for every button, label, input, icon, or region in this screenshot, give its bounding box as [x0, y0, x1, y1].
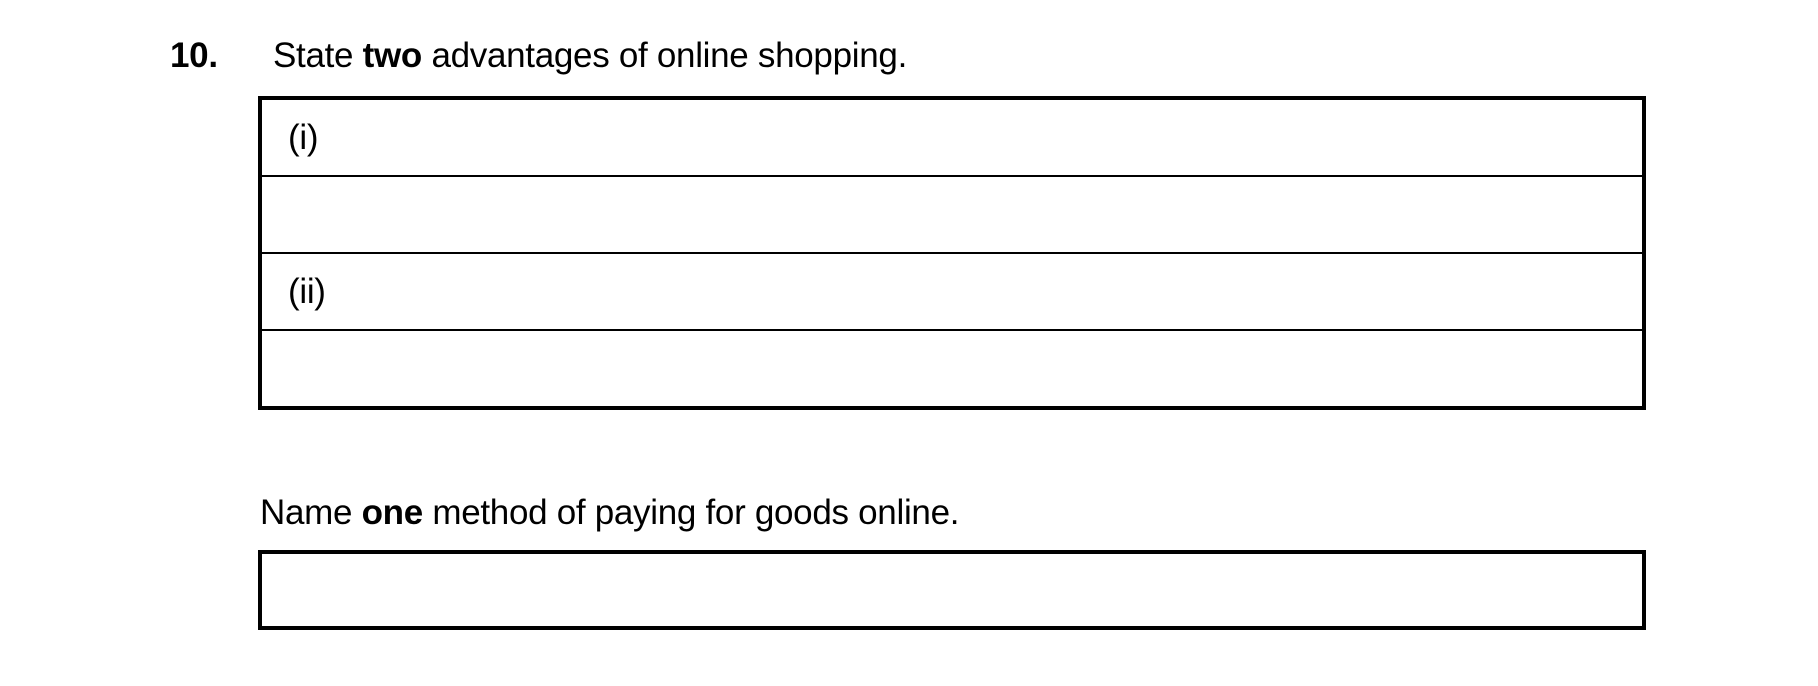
question-text-bold: two	[362, 36, 423, 75]
question-text-post: advantages of online shopping.	[422, 36, 907, 75]
sub-question-text-bold: one	[361, 493, 424, 532]
sub-question-text-post: method of paying for goods online.	[422, 493, 960, 532]
question-text: State two advantages of online shopping.	[273, 38, 907, 73]
advantages-answer-table: (i) (ii)	[258, 96, 1646, 410]
answer-row-ii-continuation[interactable]	[262, 331, 1642, 406]
sub-question-text-pre: Name	[260, 493, 362, 532]
question-text-pre: State	[273, 36, 363, 75]
sub-question-text: Name one method of paying for goods onli…	[260, 495, 959, 530]
answer-row-ii[interactable]: (ii)	[262, 254, 1642, 331]
answer-row-i[interactable]: (i)	[262, 100, 1642, 177]
answer-row-i-continuation[interactable]	[262, 177, 1642, 254]
answer-row-i-label: (i)	[288, 117, 319, 157]
answer-row-ii-label: (ii)	[288, 271, 326, 311]
question-number: 10.	[170, 36, 218, 75]
payment-method-answer-box[interactable]	[258, 550, 1646, 630]
